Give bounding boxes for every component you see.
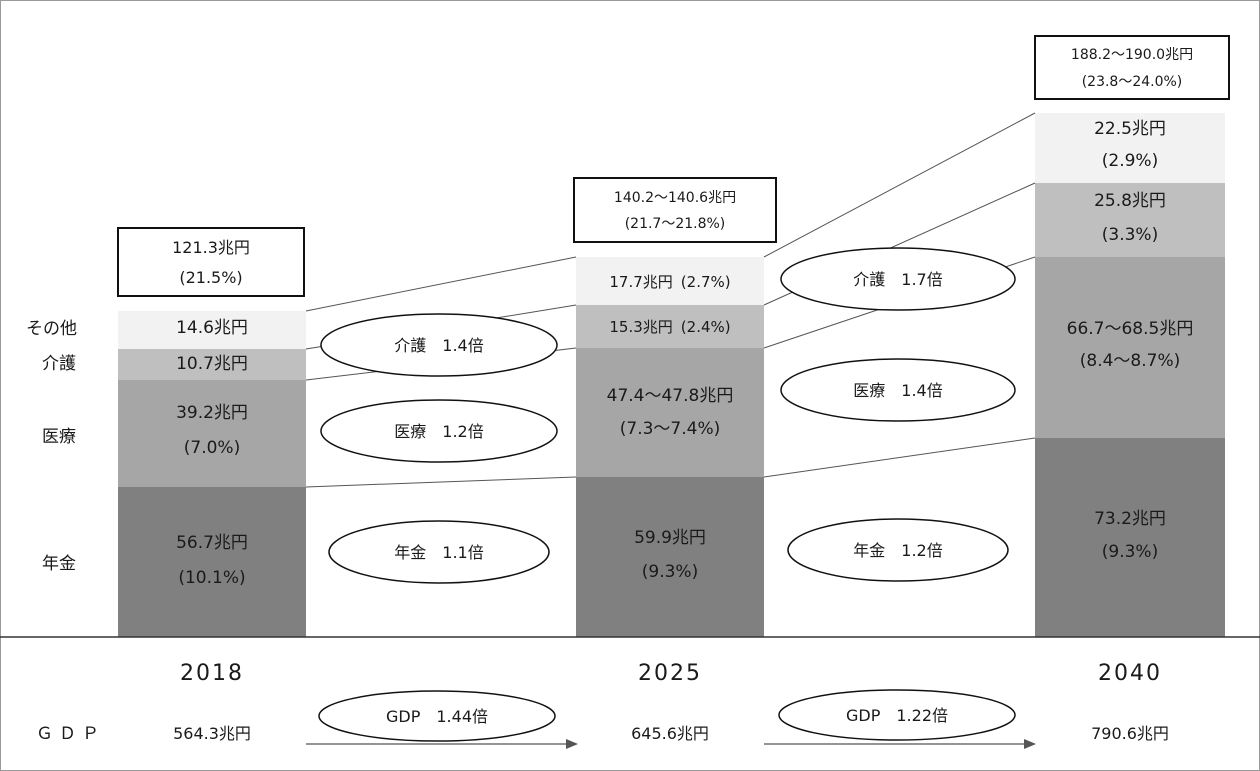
total-box-2025: 140.2～140.6兆円 (21.7～21.8%) <box>573 177 777 243</box>
ratio-text: 介護 1.4倍 <box>394 336 483 355</box>
total-2025-pct: (21.7～21.8%) <box>625 216 726 232</box>
arrow-head <box>1024 739 1036 749</box>
total-2040-amount: 188.2～190.0兆円 <box>1071 47 1193 63</box>
total-2018-amount: 121.3兆円 <box>172 238 250 257</box>
ratio-ellipse <box>780 358 1016 422</box>
label-2040-nenkin: 73.2兆円 <box>1094 509 1166 529</box>
label-2018-nenkin: 56.7兆円 <box>176 533 248 553</box>
gdp-2018: 564.3兆円 <box>173 724 251 743</box>
total-box-2040: 188.2～190.0兆円 (23.8～24.0%) <box>1034 35 1230 100</box>
bar-2040 <box>1035 113 1225 637</box>
gdp-ratio-2018-2025: GDP 1.44倍 <box>318 690 556 742</box>
bar-2018-kaigo <box>118 349 306 380</box>
gdp-2025: 645.6兆円 <box>631 724 709 743</box>
ratio-nenkin-2018-2025: 年金 1.1倍 <box>328 520 550 584</box>
bar-2025 <box>576 257 764 637</box>
bar-2040-iryo <box>1035 257 1225 438</box>
gdp-ratio-text: GDP 1.44倍 <box>386 707 488 726</box>
bar-2025-sonota <box>576 257 764 305</box>
connector-total-2 <box>763 112 1036 258</box>
bar-2040-kaigo <box>1035 183 1225 257</box>
bar-2018 <box>118 311 306 637</box>
pct-2018-nenkin: (10.1%) <box>178 568 245 588</box>
label-2018-kaigo: 10.7兆円 <box>176 354 248 374</box>
bar-2025-kaigo <box>576 305 764 348</box>
pct-2040-iryo: (8.4～8.7%) <box>1080 351 1181 371</box>
pct-2025-nenkin: (9.3%) <box>642 562 698 582</box>
label-2025-kaigo: 15.3兆円 (2.4%) <box>609 318 730 336</box>
label-2025-sonota-amount: 17.7兆円 <box>609 273 672 291</box>
total-2025-amount: 140.2～140.6兆円 <box>614 190 736 206</box>
ratio-ellipse <box>780 247 1016 311</box>
gdp-2040: 790.6兆円 <box>1091 724 1169 743</box>
label-2018-sonota: 14.6兆円 <box>176 318 248 338</box>
pct-2040-kaigo: (3.3%) <box>1102 225 1158 245</box>
total-box-2040-frame <box>1034 35 1230 100</box>
gdp-row-label: ＧＤＰ <box>36 724 105 744</box>
pct-2040-sonota: (2.9%) <box>1102 151 1158 171</box>
bar-2018-sonota <box>118 311 306 349</box>
label-2040-sonota: 22.5兆円 <box>1094 119 1166 139</box>
ratio-kaigo-2025-2040: 介護 1.7倍 <box>780 247 1016 311</box>
ratio-text: 年金 1.2倍 <box>853 541 942 560</box>
gdp-ratio-ellipse <box>778 689 1016 741</box>
label-2018-iryo: 39.2兆円 <box>176 403 248 423</box>
gdp-arrow-2 <box>764 739 1036 749</box>
year-label-2025: 2025 <box>638 661 702 686</box>
total-2040-pct: (23.8～24.0%) <box>1082 74 1183 90</box>
ratio-text: 介護 1.7倍 <box>853 270 942 289</box>
gdp-arrow-1 <box>306 739 578 749</box>
ratio-text: 年金 1.1倍 <box>394 543 483 562</box>
category-label-iryo: 医療 <box>42 427 76 447</box>
bar-2025-nenkin <box>576 477 764 637</box>
ratio-text: 医療 1.2倍 <box>394 422 483 441</box>
ratio-ellipse <box>328 520 550 584</box>
bar-2040-nenkin <box>1035 438 1225 637</box>
ratio-nenkin-2025-2040: 年金 1.2倍 <box>787 518 1009 582</box>
ratio-ellipse <box>320 313 558 377</box>
ratio-iryo-2025-2040: 医療 1.4倍 <box>780 358 1016 422</box>
bar-2025-iryo <box>576 348 764 477</box>
label-2025-kaigo-amount: 15.3兆円 <box>609 318 672 336</box>
pct-2018-iryo: (7.0%) <box>184 438 240 458</box>
pct-2025-iryo: (7.3～7.4%) <box>620 419 721 439</box>
ratio-kaigo-2018-2025: 介護 1.4倍 <box>320 313 558 377</box>
year-label-2040: 2040 <box>1098 661 1162 686</box>
connector-total-1 <box>305 256 577 312</box>
label-2040-kaigo: 25.8兆円 <box>1094 191 1166 211</box>
connector-nenkin-1 <box>305 476 577 488</box>
label-2025-kaigo-pct: (2.4%) <box>681 318 731 336</box>
label-2025-nenkin: 59.9兆円 <box>634 528 706 548</box>
category-label-sonota: その他 <box>26 319 77 339</box>
total-box-2018-frame <box>117 227 305 297</box>
bar-2018-iryo <box>118 380 306 487</box>
bar-2040-sonota <box>1035 113 1225 183</box>
gdp-ratio-text: GDP 1.22倍 <box>846 706 948 725</box>
ratio-text: 医療 1.4倍 <box>853 381 942 400</box>
label-2025-sonota-pct: (2.7%) <box>681 273 731 291</box>
arrow-head <box>566 739 578 749</box>
total-box-2025-frame <box>573 177 777 243</box>
bar-2018-nenkin <box>118 487 306 637</box>
pct-2040-nenkin: (9.3%) <box>1102 542 1158 562</box>
ratio-ellipse <box>787 518 1009 582</box>
category-label-kaigo: 介護 <box>42 354 76 374</box>
connector-nenkin-2 <box>763 437 1036 478</box>
category-label-nenkin: 年金 <box>42 554 76 574</box>
label-2025-sonota: 17.7兆円 (2.7%) <box>609 273 730 291</box>
year-label-2018: 2018 <box>180 661 244 686</box>
total-2018-pct: (21.5%) <box>179 268 242 287</box>
gdp-ratio-2025-2040: GDP 1.22倍 <box>778 689 1016 741</box>
ratio-ellipse <box>320 399 558 463</box>
label-2040-iryo: 66.7～68.5兆円 <box>1067 319 1194 339</box>
label-2025-iryo: 47.4～47.8兆円 <box>607 386 734 406</box>
gdp-ratio-ellipse <box>318 690 556 742</box>
total-box-2018: 121.3兆円 (21.5%) <box>117 227 305 297</box>
ratio-iryo-2018-2025: 医療 1.2倍 <box>320 399 558 463</box>
